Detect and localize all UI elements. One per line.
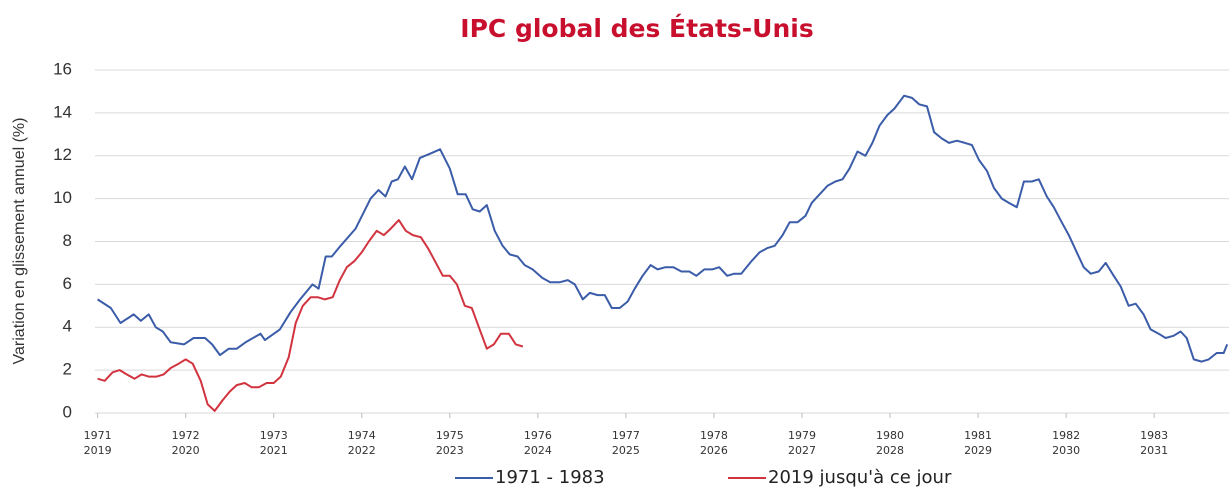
x2-tick-label: 2023 (436, 444, 464, 457)
y-axis-label: Variation en glissement annuel (%) (11, 118, 28, 365)
y-tick-label: 2 (63, 360, 72, 379)
x-tick-label: 1975 (436, 429, 464, 442)
x-tick-label: 1974 (348, 429, 376, 442)
series-line (97, 219, 524, 412)
y-tick-label: 14 (53, 102, 72, 121)
x-tick-label: 1982 (1052, 429, 1080, 442)
chart-title: IPC global des États-Unis (460, 14, 813, 43)
x-tick-label: 1978 (700, 429, 728, 442)
x2-tick-label: 2025 (612, 444, 640, 457)
legend-label: 2019 jusqu'à ce jour (768, 467, 952, 488)
x-tick-label: 1979 (788, 429, 816, 442)
series-line (97, 94, 1229, 363)
y-tick-label: 10 (53, 188, 72, 207)
x-tick-label: 1971 (84, 429, 112, 442)
x2-tick-label: 2021 (260, 444, 288, 457)
y-tick-label: 0 (63, 402, 72, 421)
y-tick-label: 8 (63, 231, 72, 250)
x2-tick-label: 2027 (788, 444, 816, 457)
x-tick-label: 1980 (876, 429, 904, 442)
x2-tick-label: 2020 (172, 444, 200, 457)
x-tick-label: 1981 (964, 429, 992, 442)
x2-tick-label: 2022 (348, 444, 376, 457)
x2-tick-label: 2024 (524, 444, 552, 457)
y-tick-label: 6 (63, 274, 72, 293)
x-tick-label: 1973 (260, 429, 288, 442)
x2-tick-label: 2026 (700, 444, 728, 457)
x-tick-label: 1972 (172, 429, 200, 442)
x2-tick-label: 2030 (1052, 444, 1080, 457)
y-tick-label: 16 (53, 59, 72, 78)
x2-tick-label: 2019 (84, 444, 112, 457)
x2-tick-label: 2031 (1140, 444, 1168, 457)
x2-tick-label: 2029 (964, 444, 992, 457)
x-tick-label: 1983 (1140, 429, 1168, 442)
x2-tick-label: 2028 (876, 444, 904, 457)
x-tick-label: 1977 (612, 429, 640, 442)
x-tick-label: 1976 (524, 429, 552, 442)
legend-label: 1971 - 1983 (495, 467, 605, 488)
y-tick-label: 12 (53, 145, 72, 164)
y-tick-label: 4 (63, 317, 72, 336)
